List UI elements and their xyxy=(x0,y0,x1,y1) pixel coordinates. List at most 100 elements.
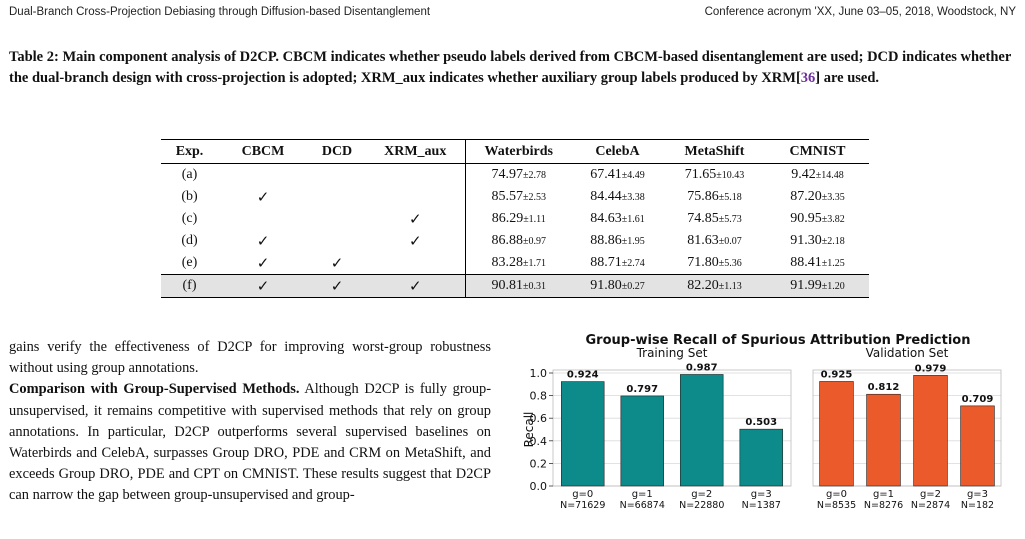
value-std: ±5.36 xyxy=(718,258,742,269)
value-mean: 84.63 xyxy=(590,211,622,226)
bar xyxy=(620,395,664,487)
value-std: ±2.18 xyxy=(821,236,845,247)
value-mean: 91.30 xyxy=(790,233,822,248)
y-tick-label: 0.8 xyxy=(530,390,548,403)
table-row: (c) ✓ 86.29±1.11 84.63±1.61 74.85±5.73 9… xyxy=(161,208,869,230)
bar-value-label: 0.987 xyxy=(686,362,718,373)
value-mean: 88.41 xyxy=(790,255,822,270)
value-std: ±2.78 xyxy=(523,170,546,181)
value-std: ±1.71 xyxy=(523,258,546,269)
cell-metashift: 71.80±5.36 xyxy=(663,252,766,275)
value-std: ±1.25 xyxy=(821,258,845,269)
x-count-label: N=66874 xyxy=(620,500,665,511)
paragraph-body: Although D2CP is fully group-unsupervise… xyxy=(9,381,491,504)
cell-xrm: ✓ xyxy=(366,230,466,252)
cell-dcd xyxy=(308,186,366,208)
bar xyxy=(739,428,783,487)
y-tick-label: 0.0 xyxy=(530,480,548,493)
value-mean: 88.86 xyxy=(590,233,622,248)
col-header-exp: Exp. xyxy=(161,139,218,164)
cell-dcd xyxy=(308,164,366,187)
bar xyxy=(960,405,995,487)
value-mean: 88.71 xyxy=(590,255,622,270)
table-row: (e) ✓ ✓ 83.28±1.71 88.71±2.74 71.80±5.36… xyxy=(161,252,869,275)
value-mean: 91.80 xyxy=(590,278,622,293)
value-std: ±2.53 xyxy=(523,192,546,203)
cell-waterbirds: 90.81±0.31 xyxy=(465,274,572,298)
cell-waterbirds: 74.97±2.78 xyxy=(465,164,572,187)
x-count-label: N=71629 xyxy=(560,500,605,511)
y-tick-label: 0.6 xyxy=(530,412,548,425)
component-analysis-table: Exp. CBCM DCD XRM_aux Waterbirds CelebA … xyxy=(161,139,869,298)
cell-exp: (e) xyxy=(181,255,198,270)
axes-frame xyxy=(552,369,792,487)
cell-cmnist: 91.99±1.20 xyxy=(766,274,869,298)
x-tick-label: g=3 xyxy=(751,489,772,500)
recall-bar-chart: Group-wise Recall of Spurious Attributio… xyxy=(523,333,1002,511)
value-mean: 71.65 xyxy=(684,167,717,182)
cell-xrm xyxy=(366,186,466,208)
running-header-venue: Conference acronym 'XX, June 03–05, 2018… xyxy=(704,6,1016,18)
cell-celeba: 84.44±3.38 xyxy=(572,186,663,208)
value-mean: 75.86 xyxy=(687,189,719,204)
chart-title: Group-wise Recall of Spurious Attributio… xyxy=(586,333,971,348)
cell-metashift: 71.65±10.43 xyxy=(663,164,766,187)
cell-exp: (d) xyxy=(181,233,198,248)
value-mean: 90.81 xyxy=(491,278,524,293)
cell-cbcm xyxy=(218,208,308,230)
cell-exp: (c) xyxy=(181,211,198,226)
value-mean: 67.41 xyxy=(590,167,622,182)
cell-dcd: ✓ xyxy=(308,274,366,298)
bar xyxy=(561,381,605,487)
cell-exp: (f) xyxy=(161,274,218,298)
value-mean: 84.44 xyxy=(590,189,622,204)
panel-subtitle: Validation Set xyxy=(866,346,949,360)
value-mean: 85.57 xyxy=(491,189,524,204)
bar-value-label: 0.812 xyxy=(868,382,900,393)
table-row: (b) ✓ 85.57±2.53 84.44±3.38 75.86±5.18 8… xyxy=(161,186,869,208)
x-tick-label: g=0 xyxy=(826,489,847,500)
cell-cmnist: 9.42±14.48 xyxy=(766,164,869,187)
cell-celeba: 91.80±0.27 xyxy=(572,274,663,298)
value-mean: 9.42 xyxy=(791,167,816,182)
y-axis-label: Recall xyxy=(523,412,536,448)
paragraph-gains: gains verify the effectiveness of D2CP f… xyxy=(9,339,491,377)
bar-value-label: 0.797 xyxy=(626,384,658,395)
value-mean: 90.95 xyxy=(790,211,822,226)
cell-cmnist: 88.41±1.25 xyxy=(766,252,869,275)
cell-dcd xyxy=(308,208,366,230)
cell-xrm xyxy=(366,252,466,275)
value-mean: 87.20 xyxy=(790,189,822,204)
cell-waterbirds: 86.88±0.97 xyxy=(465,230,572,252)
citation-link[interactable]: 36 xyxy=(800,70,816,86)
col-header-waterbirds: Waterbirds xyxy=(465,139,572,164)
y-tick-label: 0.2 xyxy=(530,457,548,470)
cell-metashift: 75.86±5.18 xyxy=(663,186,766,208)
cell-cbcm: ✓ xyxy=(256,232,270,250)
paragraph-heading: Comparison with Group-Supervised Methods… xyxy=(9,381,300,398)
value-std: ±5.18 xyxy=(718,192,742,203)
col-header-dcd: DCD xyxy=(308,139,366,164)
value-std: ±0.07 xyxy=(718,236,742,247)
col-header-xrm-aux: XRM_aux xyxy=(366,139,466,164)
cell-dcd: ✓ xyxy=(330,254,344,272)
cell-waterbirds: 86.29±1.11 xyxy=(465,208,572,230)
value-std: ±1.11 xyxy=(523,214,546,225)
bar xyxy=(866,393,901,487)
bar-value-label: 0.503 xyxy=(745,417,777,428)
cell-celeba: 67.41±4.49 xyxy=(572,164,663,187)
value-std: ±0.27 xyxy=(621,281,645,292)
cell-exp: (a) xyxy=(181,167,198,182)
cell-celeba: 88.86±1.95 xyxy=(572,230,663,252)
value-std: ±1.20 xyxy=(821,281,845,292)
x-count-label: N=2874 xyxy=(911,500,950,511)
value-mean: 82.20 xyxy=(687,278,719,293)
value-std: ±1.13 xyxy=(718,281,742,292)
table-caption: Table 2: Main component analysis of D2CP… xyxy=(9,47,1017,89)
value-mean: 74.85 xyxy=(687,211,719,226)
bar xyxy=(680,374,724,487)
value-std: ±1.61 xyxy=(621,214,645,225)
table-row-highlighted: (f) ✓ ✓ ✓ 90.81±0.31 91.80±0.27 82.20±1.… xyxy=(161,274,869,298)
cell-celeba: 84.63±1.61 xyxy=(572,208,663,230)
value-std: ±10.43 xyxy=(716,170,745,181)
